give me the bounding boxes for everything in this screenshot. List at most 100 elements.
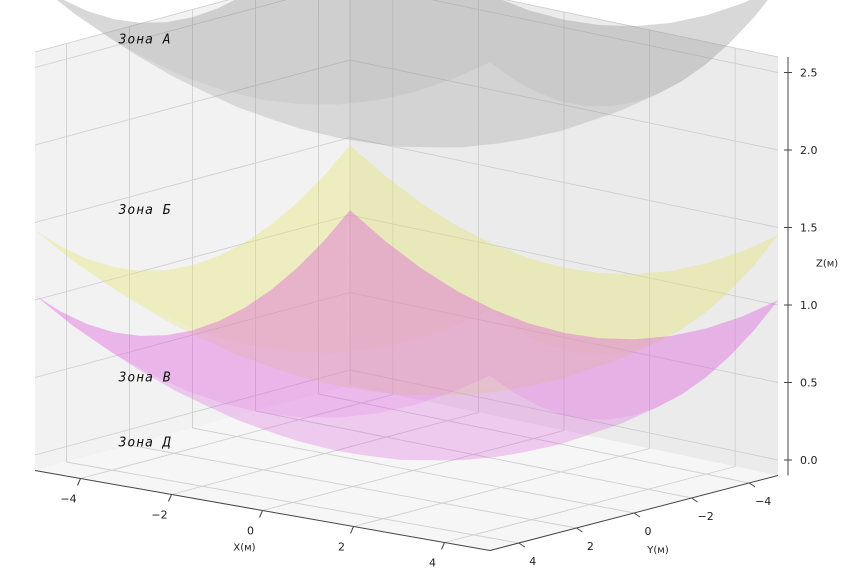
x-tick: [350, 526, 354, 534]
surface-patch: [657, 346, 719, 385]
surface-patch: [462, 422, 525, 444]
surface-patch: [621, 293, 683, 327]
surface-patch: [511, 370, 573, 384]
surface-patch: [363, 141, 426, 147]
surface-patch: [365, 405, 428, 433]
surface-patch: [203, 48, 267, 80]
surface-patch: [561, 78, 622, 104]
surface-patch: [266, 313, 329, 345]
surface-patch: [488, 389, 550, 417]
x-tick: [168, 494, 172, 502]
y-tick-label: 0: [645, 525, 652, 538]
surface-patch: [369, 299, 432, 348]
surface-patch: [536, 118, 598, 136]
surface-patch: [718, 0, 768, 34]
grid-left-z: [34, 59, 351, 146]
z-axis-label: Z(м): [816, 258, 838, 269]
surface-patch: [314, 114, 377, 133]
surface-patch: [140, 335, 204, 367]
surface-patch: [300, 376, 363, 390]
surface-patch: [467, 244, 529, 289]
zone-label-2: Зона В: [118, 370, 172, 385]
surface-patch: [475, 368, 537, 383]
surface-patch: [500, 405, 562, 432]
surface-patch: [288, 367, 352, 381]
surface-patch: [35, 230, 99, 278]
surface-patch: [513, 298, 575, 330]
surface-patch: [224, 90, 288, 117]
surfaces: [35, 0, 778, 461]
surface-patch: [450, 381, 512, 391]
surface-patch: [503, 258, 564, 299]
surface-patch: [513, 50, 575, 82]
surface-patch: [87, 324, 152, 363]
surface-patch: [524, 414, 586, 436]
surface-patch: [317, 34, 380, 75]
surface-patch: [177, 300, 241, 328]
surface-patch: [657, 33, 719, 72]
surface-patch: [390, 74, 453, 106]
surface-patch: [351, 128, 414, 142]
surface-patch: [524, 81, 586, 104]
surface-patch: [376, 367, 439, 386]
zone-label-3: Зона Д: [118, 435, 172, 450]
surface-patch: [511, 430, 573, 448]
surface-patch: [538, 19, 600, 56]
surface-patch: [476, 392, 538, 423]
surface-patch: [375, 390, 438, 396]
surface-patch: [585, 366, 647, 396]
surface-patch: [474, 135, 536, 144]
surface-patch: [395, 268, 457, 322]
surface-patch: [325, 434, 388, 448]
surface-patch: [200, 89, 264, 116]
surface-patch: [328, 74, 391, 106]
surface-patch: [633, 372, 694, 406]
surface-patch: [487, 366, 549, 384]
surface-patch: [388, 137, 450, 147]
surface-patch: [363, 117, 426, 135]
surface-patch: [584, 97, 646, 123]
surface-patch: [425, 435, 488, 453]
surface-patch: [300, 128, 363, 142]
surface-patch: [477, 353, 539, 390]
surface-patch: [597, 319, 658, 349]
surface-patch: [292, 365, 355, 401]
surface-patch: [237, 355, 301, 377]
surface-patch: [395, 203, 457, 257]
surface-patch: [302, 400, 366, 428]
surface-patch: [162, 315, 226, 346]
surface-patch: [462, 452, 524, 461]
surface-patch: [328, 322, 391, 354]
surface-patch: [694, 265, 754, 308]
surface-patch: [438, 344, 501, 371]
surface-patch: [214, 79, 278, 102]
surface-patch: [229, 351, 292, 388]
surface-patch: [400, 422, 463, 444]
surface-patch: [585, 301, 647, 331]
surface-patch: [682, 316, 743, 359]
surface-patch: [177, 366, 241, 393]
surface-patch: [487, 118, 549, 136]
surface-patch: [262, 347, 326, 370]
surface-patch: [375, 142, 438, 148]
z-tick-label: 1.5: [800, 222, 818, 235]
surface-patch: [476, 79, 538, 110]
zone-label-0: Зона А: [118, 32, 172, 47]
surface-patch: [387, 130, 450, 143]
surface-patch: [718, 300, 778, 347]
surface-patch: [425, 390, 487, 396]
surface-patch: [511, 117, 573, 135]
surface-patch: [694, 330, 754, 373]
surface-patch: [388, 385, 450, 395]
surface-patch: [548, 106, 610, 123]
surface-patch: [425, 455, 487, 461]
surface-patch: [441, 339, 503, 380]
surface-patch: [379, 347, 442, 388]
surface-patch: [229, 286, 292, 323]
surface-patch: [110, 351, 175, 391]
surface-patch: [462, 387, 524, 396]
z-tick-label: 0.5: [800, 377, 818, 390]
surface-patch: [413, 441, 475, 456]
grid-back-z: [349, 369, 779, 461]
surface-patch: [412, 139, 475, 148]
